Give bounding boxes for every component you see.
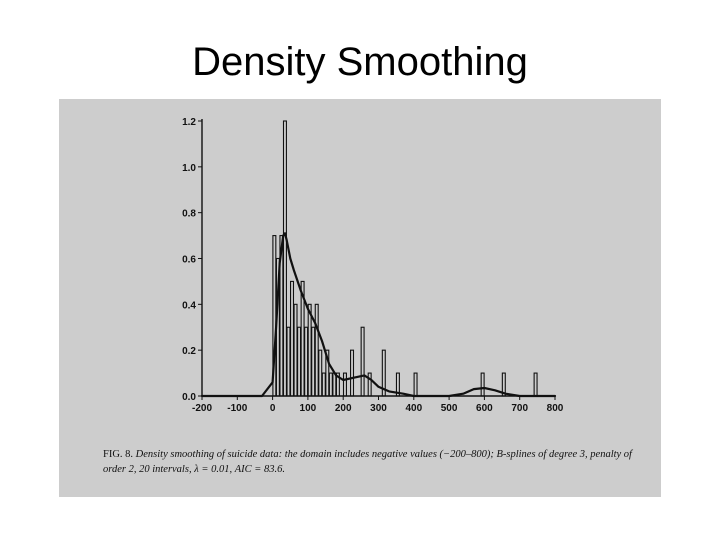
histogram-bar [314,303,319,397]
figure-panel: -200 -100 0 100 200 300 400 500 600 700 800 0.0 0.2 0… [59,99,661,497]
x-tick-label: 600 [476,403,493,414]
caption-lead: FIG. 8. [103,449,134,460]
histogram-bar [290,280,295,397]
x-tick-label: 500 [441,403,458,414]
y-tick-label: 1.0 [182,163,196,174]
histogram-bar [279,235,284,397]
y-tick-label: 0.4 [182,300,196,311]
histogram-bar [413,372,418,397]
x-tick-label: 200 [335,403,352,414]
slide-title: Density Smoothing [192,40,528,84]
x-tick-label: 800 [547,403,564,414]
histogram-bar [480,372,485,397]
density-curve [200,232,557,398]
x-tick-label: 300 [370,403,387,414]
histogram-bar [304,326,309,397]
histogram-bar [325,349,330,397]
histogram-bar [293,303,298,397]
histogram-bar [328,372,333,397]
x-tick-label: 100 [300,403,317,414]
figure-caption: FIG. 8. Density smoothing of suicide dat… [103,447,653,477]
y-tick-label: 0.2 [182,346,196,357]
x-tick-label: -200 [192,403,212,414]
histogram-bar [321,372,326,397]
density-chart: -200 -100 0 100 200 300 400 500 600 700 800 0.0 0.2 0… [182,117,564,414]
histogram-bar [342,372,347,397]
histogram-bar [501,372,506,397]
histogram-bar [367,372,372,397]
x-tick-label: 700 [511,403,528,414]
histogram-bar [282,120,287,397]
histogram-bar [533,372,538,397]
histogram-bar [335,372,340,397]
y-tick-label: 0.0 [182,392,196,403]
histogram-bar [318,349,323,397]
x-tick-label: 0 [270,403,276,414]
histogram-bar [307,303,312,397]
histogram-bar [381,349,386,397]
histogram-bar [297,326,302,397]
histogram-bar [311,326,316,397]
y-tick-label: 0.8 [182,209,196,220]
y-tick-label: 1.2 [182,117,196,128]
x-tick-label: 400 [405,403,422,414]
histogram-bar [360,326,365,397]
histogram-bar [286,326,291,397]
histogram-bar [332,372,337,397]
x-tick-label: -100 [227,403,247,414]
histogram-bar [395,372,400,397]
histogram-bar [300,280,305,397]
caption-text: Density smoothing of suicide data: the d… [103,449,632,475]
y-tick-label: 0.6 [182,255,196,266]
histogram-bar [350,349,355,397]
